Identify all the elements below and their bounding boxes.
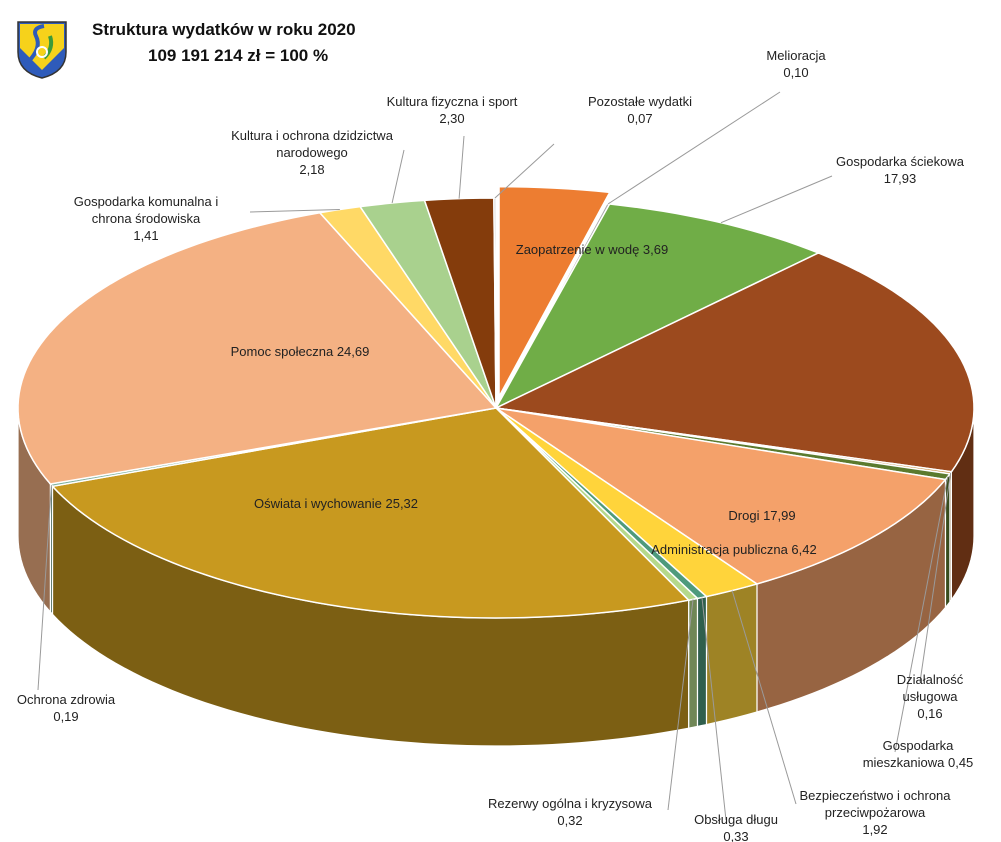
slice-label: Pomoc społeczna 24,69 — [231, 344, 370, 359]
chart-title: Struktura wydatków w roku 2020 — [92, 20, 356, 39]
slice-label: Pozostałe wydatki 0,07 — [588, 94, 692, 126]
pie-slice — [358, 199, 497, 409]
slice-label: Gospodarka mieszkaniowa 0,45 — [863, 738, 974, 770]
label-leader-line — [731, 590, 797, 805]
label-leader-line — [720, 175, 833, 224]
pie-slice — [495, 407, 947, 585]
slice-label: Drogi 17,99 — [728, 508, 795, 523]
slice-label: Gospodarka ściekowa 17,93 — [836, 154, 965, 186]
pie-slices — [17, 185, 975, 619]
slice-label: Oświata i wychowanie 25,32 — [254, 496, 418, 511]
pie-slice — [494, 203, 821, 410]
pie-slice — [495, 407, 759, 598]
slice-label: Melioracja 0,10 — [766, 48, 826, 80]
pie-slice — [423, 197, 497, 409]
slice-label: Rezerwy ogólna i kryzysowa 0,32 — [488, 796, 653, 828]
slice-label: Bezpieczeństwo i ochrona przeciwpożarowa 1… — [799, 788, 951, 837]
slice-label: Kultura i ochrona dzidzictwa narodowego 2,… — [231, 128, 394, 177]
slice-label: Gospodarka komunalna i chrona środowiska 1… — [74, 194, 219, 243]
slice-label: Obsługa długu 0,33 — [694, 812, 778, 842]
slice-label: Ochrona zdrowia 0,19 — [17, 692, 116, 724]
label-leader-line — [494, 143, 555, 199]
pie-slice — [50, 407, 691, 619]
label-leader-line — [701, 597, 727, 821]
coat-of-arms-logo — [17, 21, 67, 79]
slice-labels: Zaopatrzenie w wodę 3,69 Melioracja 0,10 Go… — [17, 48, 973, 842]
pie-slice-side — [696, 595, 708, 728]
slice-label: Działalność usługowa 0,16 — [897, 672, 964, 721]
pie-slice-side — [688, 597, 699, 729]
pie-slice — [493, 252, 975, 473]
label-leader-line — [667, 599, 694, 811]
label-leader-lines — [37, 91, 952, 821]
slice-label: Administracja publiczna 6,42 — [651, 542, 816, 557]
pie-slice — [498, 185, 611, 398]
slice-label: Zaopatrzenie w wodę 3,69 — [516, 242, 668, 257]
label-leader-line — [919, 472, 952, 683]
pie-slice — [493, 197, 497, 409]
pie-slice-side — [705, 583, 758, 726]
label-leader-line — [607, 91, 781, 205]
label-leader-line — [391, 149, 405, 204]
chart-subtitle: 109 191 214 zł = 100 % — [148, 46, 329, 65]
slice-label: Kultura fizyczna i sport 2,30 — [387, 94, 518, 126]
label-leader-line — [458, 135, 465, 199]
label-leader-line — [249, 209, 340, 213]
pie-slice — [17, 211, 498, 485]
label-leader-line — [37, 485, 52, 691]
label-leader-line — [894, 476, 949, 753]
